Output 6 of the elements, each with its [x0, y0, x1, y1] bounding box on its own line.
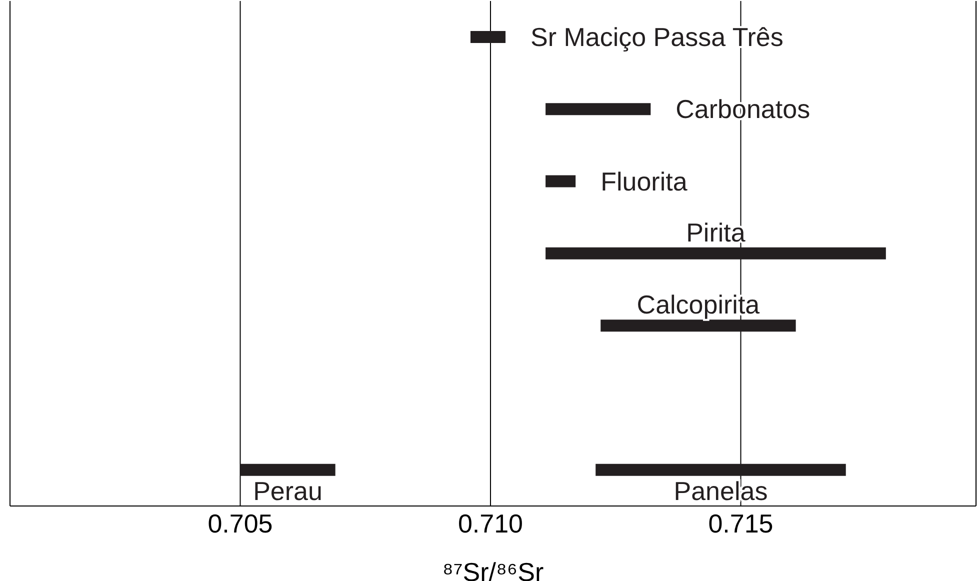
x-tick-label: 0.715	[708, 508, 774, 538]
x-tick-label: 0.710	[458, 508, 524, 538]
x-axis-title: ⁸⁷Sr/⁸⁶Sr	[442, 557, 544, 581]
series-label: Perau	[253, 476, 322, 506]
x-tick-label: 0.705	[208, 508, 273, 538]
series-label: Fluorita	[600, 166, 688, 196]
